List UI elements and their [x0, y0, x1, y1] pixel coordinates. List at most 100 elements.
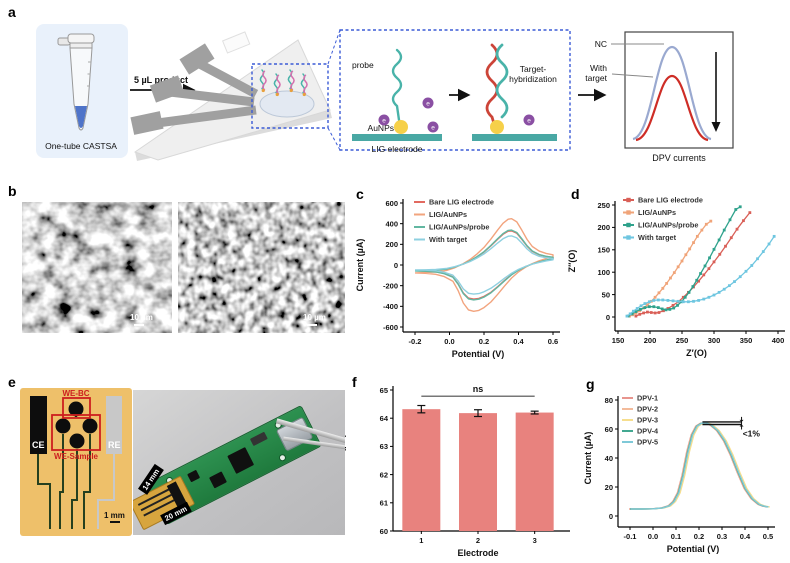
data-point — [652, 305, 656, 309]
scale-bar-label-1: 10 µm — [130, 313, 153, 322]
data-point — [756, 257, 759, 261]
data-point — [628, 312, 632, 316]
svg-text:40: 40 — [605, 454, 613, 463]
data-point — [634, 310, 638, 314]
svg-text:Potential (V): Potential (V) — [452, 349, 505, 359]
svg-text:DPV-4: DPV-4 — [637, 427, 659, 436]
svg-text:-400: -400 — [383, 302, 398, 311]
with-label-line1: With — [590, 63, 607, 73]
svg-text:0: 0 — [609, 512, 613, 521]
data-point — [697, 299, 701, 302]
svg-text:2: 2 — [476, 536, 480, 545]
data-point — [668, 307, 672, 311]
panel-letter-e: e — [8, 374, 16, 390]
target-label-line1: Target- — [520, 64, 547, 74]
data-point — [691, 285, 695, 288]
svg-text:150: 150 — [612, 336, 625, 345]
data-point — [702, 273, 706, 277]
chip-3 — [187, 469, 201, 483]
svg-text:Potential (V): Potential (V) — [667, 544, 720, 554]
tube-caption: One-tube CASTSA — [45, 141, 117, 151]
svg-text:Current (µA): Current (µA) — [583, 432, 593, 485]
bar — [459, 413, 497, 531]
svg-text:60: 60 — [380, 527, 388, 536]
svg-text:600: 600 — [385, 199, 398, 208]
variation-label: <1% — [743, 428, 761, 438]
svg-text:0: 0 — [394, 261, 398, 270]
card-scale-bar — [110, 521, 120, 523]
legend: DPV-1 DPV-2 DPV-3 DPV-4 DPV-5 — [622, 394, 659, 447]
svg-text:3: 3 — [533, 536, 537, 545]
electrode-layout-card: WE-BC WE-Sample CE RE 1 mm — [20, 388, 132, 536]
svg-text:DPV-1: DPV-1 — [637, 394, 658, 403]
data-point — [704, 222, 708, 226]
electron-glyph: e — [527, 118, 531, 125]
scale-bar-label-2: 10 µm — [303, 313, 326, 322]
svg-text:400: 400 — [772, 336, 785, 345]
data-point — [761, 250, 765, 253]
data-point — [676, 299, 680, 303]
data-point — [684, 253, 688, 257]
helix-illustration — [485, 43, 509, 129]
svg-text:350: 350 — [740, 336, 753, 345]
electron-icon-2 — [523, 114, 535, 126]
data-point — [653, 311, 657, 315]
aunp-particle — [394, 120, 408, 134]
svg-text:250: 250 — [676, 336, 689, 345]
data-point — [724, 244, 727, 248]
zoom-detail-box — [339, 29, 571, 151]
svg-text:With target: With target — [429, 235, 468, 244]
droplet — [259, 90, 315, 118]
data-point — [656, 298, 660, 302]
data-point — [729, 236, 733, 240]
svg-text:63: 63 — [380, 442, 388, 451]
data-point — [672, 306, 676, 310]
data-point — [727, 284, 731, 288]
svg-text:-0.2: -0.2 — [409, 337, 422, 346]
svg-text:0.2: 0.2 — [694, 532, 704, 541]
data-point — [671, 303, 675, 307]
svg-text:Current (µA): Current (µA) — [355, 239, 365, 292]
svg-text:80: 80 — [605, 396, 613, 405]
data-point — [707, 267, 711, 271]
lig-electrode-bar-right — [472, 134, 557, 141]
axes: 80 60 40 20 0 -0.1 0.0 0.1 0.2 0.3 0.4 0.5 Potential… — [583, 396, 775, 554]
svg-text:Z′(O): Z′(O) — [686, 348, 707, 358]
svg-text:e: e — [382, 118, 386, 125]
svg-text:e: e — [426, 101, 430, 108]
data-point — [662, 309, 665, 313]
reference-electrode — [106, 396, 122, 454]
svg-text:300: 300 — [708, 336, 721, 345]
data-point — [707, 295, 711, 299]
svg-text:DPV-5: DPV-5 — [637, 438, 658, 447]
scale-bar-2 — [307, 324, 317, 326]
svg-text:100: 100 — [597, 268, 610, 277]
lig-chip-illustration — [130, 31, 332, 161]
svg-text:20: 20 — [605, 483, 613, 492]
data-point — [699, 272, 702, 275]
svg-text:0.4: 0.4 — [513, 337, 524, 346]
data-point — [734, 208, 738, 211]
data-point — [661, 298, 665, 302]
legend: Bare LIG electrode LIG/AuNPs LIG/AuNPs/pro… — [623, 196, 703, 242]
data-point — [631, 309, 635, 313]
data-point — [652, 299, 656, 302]
data-point — [688, 247, 692, 251]
data-point — [664, 308, 668, 312]
data-point — [712, 247, 716, 251]
data-point — [712, 293, 716, 297]
eis-nyquist-chart: 250 200 150 100 50 0 150 200 250 300 350 400 Z′(O) Z″… — [567, 196, 785, 358]
sketch-nc-curve — [632, 45, 712, 141]
data-point — [681, 300, 685, 304]
data-point — [700, 228, 704, 232]
data-point — [639, 307, 642, 311]
product-arrow-label: 5 µL product — [134, 75, 188, 85]
svg-text:65: 65 — [380, 386, 388, 395]
bar — [402, 409, 441, 531]
svg-text:-0.1: -0.1 — [624, 532, 637, 541]
data-point — [735, 227, 739, 231]
data-point — [635, 307, 639, 310]
svg-text:0.3: 0.3 — [717, 532, 727, 541]
aunps-label: AuNPs — [368, 123, 394, 133]
lig-electrode-label: LIG electrode — [371, 144, 422, 154]
